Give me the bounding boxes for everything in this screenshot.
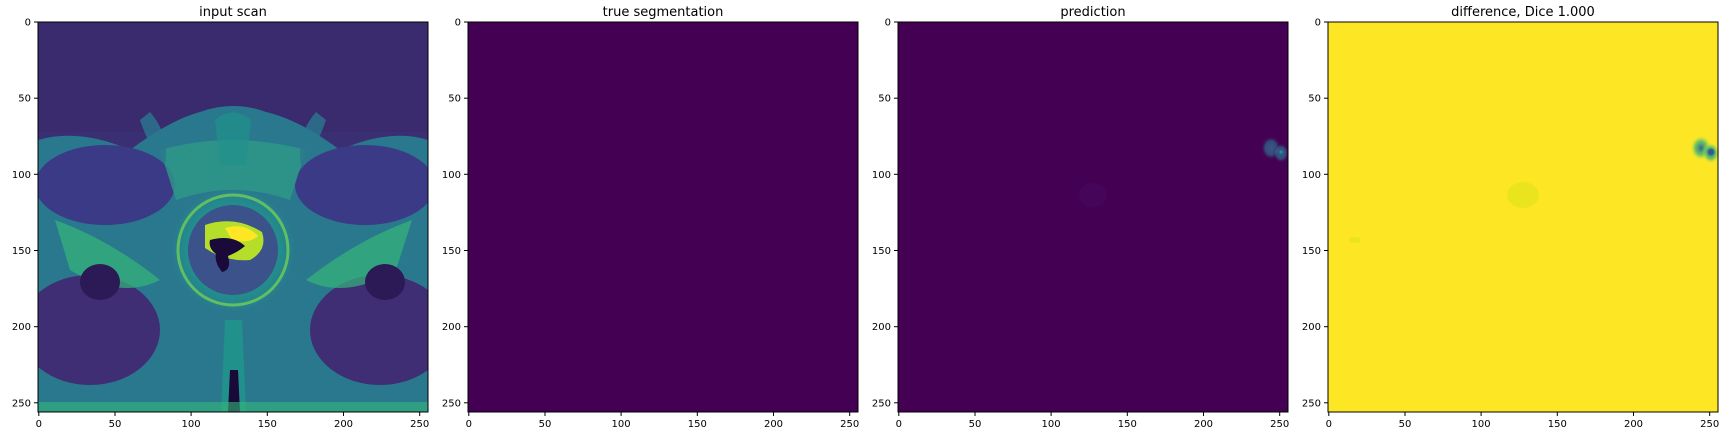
y-tick-label: 200 [442, 322, 461, 333]
x-tick-label: 50 [1399, 419, 1412, 430]
x-tick-label: 0 [36, 419, 42, 430]
y-axis: 0 50 100 150 200 250 [872, 18, 898, 409]
x-axis: 0 50 100 150 200 250 [466, 412, 859, 430]
axes-frame [37, 21, 429, 413]
y-tick-label: 0 [1315, 18, 1321, 29]
y-tick-label: 100 [872, 170, 891, 181]
x-tick-label: 250 [1700, 419, 1719, 430]
x-tick-label: 0 [896, 419, 902, 430]
axes-frame [467, 21, 859, 413]
y-tick-label: 0 [25, 18, 31, 29]
x-tick-label: 150 [258, 419, 277, 430]
x-tick-label: 250 [840, 419, 859, 430]
x-tick-label: 100 [1042, 419, 1061, 430]
x-tick-label: 100 [612, 419, 631, 430]
x-tick-label: 100 [182, 419, 201, 430]
y-tick-label: 100 [442, 170, 461, 181]
y-tick-label: 200 [12, 322, 31, 333]
y-tick-label: 250 [12, 398, 31, 409]
y-tick-label: 150 [442, 246, 461, 257]
x-tick-label: 200 [334, 419, 353, 430]
y-tick-label: 50 [18, 94, 31, 105]
x-tick-label: 150 [688, 419, 707, 430]
panel-title: prediction [1060, 5, 1125, 20]
y-tick-label: 150 [872, 246, 891, 257]
x-tick-label: 150 [1548, 419, 1567, 430]
panel-true-segmentation: true segmentation 0 50 100 150 200 250 0… [442, 5, 859, 430]
x-tick-label: 50 [109, 419, 122, 430]
x-tick-label: 150 [1118, 419, 1137, 430]
panel-title: difference, Dice 1.000 [1451, 5, 1595, 20]
x-axis: 0 50 100 150 200 250 [896, 412, 1289, 430]
x-tick-label: 250 [410, 419, 429, 430]
y-tick-label: 250 [1302, 398, 1321, 409]
y-tick-label: 50 [878, 94, 891, 105]
segmentation-mask-image [468, 22, 858, 412]
axes-frame [1327, 21, 1719, 413]
y-tick-label: 100 [1302, 170, 1321, 181]
x-tick-label: 0 [466, 419, 472, 430]
x-tick-label: 200 [1624, 419, 1643, 430]
x-tick-label: 200 [1194, 419, 1213, 430]
y-tick-label: 50 [448, 94, 461, 105]
x-tick-label: 50 [969, 419, 982, 430]
y-tick-label: 150 [1302, 246, 1321, 257]
y-tick-label: 200 [1302, 322, 1321, 333]
y-tick-label: 0 [455, 18, 461, 29]
x-tick-label: 200 [764, 419, 783, 430]
y-tick-label: 250 [872, 398, 891, 409]
panel-input-scan: input scan [12, 5, 429, 430]
y-tick-label: 0 [885, 18, 891, 29]
x-tick-label: 100 [1472, 419, 1491, 430]
axes-frame [897, 21, 1289, 413]
panel-difference: difference, Dice 1.000 0 50 100 150 200 … [1302, 5, 1720, 430]
y-tick-label: 250 [442, 398, 461, 409]
y-axis: 0 50 100 150 200 250 [12, 18, 38, 409]
y-axis: 0 50 100 150 200 250 [1302, 18, 1328, 409]
x-axis: 0 50 100 150 200 250 [36, 412, 429, 430]
x-tick-label: 250 [1270, 419, 1289, 430]
panel-title: true segmentation [603, 5, 724, 20]
prediction-mask-image [898, 22, 1289, 412]
panel-title: input scan [199, 5, 267, 20]
x-axis: 0 50 100 150 200 250 [1326, 412, 1719, 430]
x-tick-label: 0 [1326, 419, 1332, 430]
y-axis: 0 50 100 150 200 250 [442, 18, 468, 409]
x-tick-label: 50 [539, 419, 552, 430]
y-tick-label: 50 [1308, 94, 1321, 105]
y-tick-label: 100 [12, 170, 31, 181]
y-tick-label: 150 [12, 246, 31, 257]
mri-scan-image [38, 22, 428, 412]
panel-prediction: prediction 0 50 100 150 200 250 [872, 5, 1289, 430]
difference-map-image [1328, 22, 1720, 412]
y-tick-label: 200 [872, 322, 891, 333]
